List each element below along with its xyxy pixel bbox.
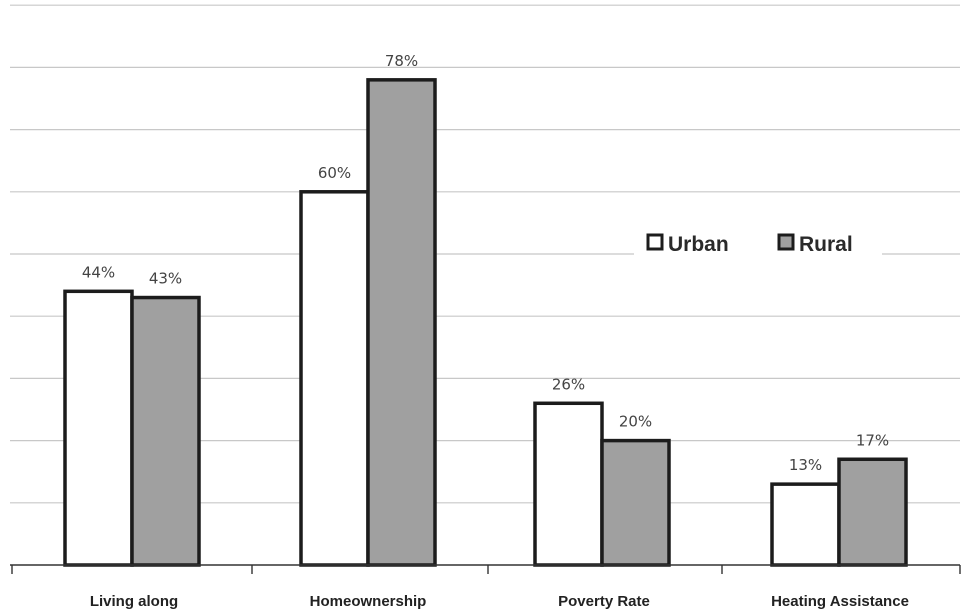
legend-label-rural: Rural — [799, 233, 853, 256]
bar-rural-living-along — [130, 295, 201, 567]
category-label: Living along — [90, 593, 178, 610]
data-label-urban-homeownership: 60% — [318, 164, 351, 182]
data-label-rural-heating-assistance: 17% — [856, 431, 889, 449]
x-axis: Living along Homeownership Poverty Rate Hea… — [10, 564, 961, 610]
data-label-rural-poverty-rate: 20% — [619, 413, 652, 431]
bar-rural-homeownership — [366, 78, 437, 567]
category-label: Heating Assistance — [771, 593, 909, 610]
category-label: Poverty Rate — [558, 593, 650, 610]
bar-urban-heating-assistance — [770, 482, 841, 567]
bar-urban-living-along — [63, 289, 134, 567]
data-label-urban-heating-assistance: 13% — [789, 456, 822, 474]
legend-label-urban: Urban — [668, 233, 729, 256]
bar-rural-heating-assistance — [837, 457, 908, 567]
bar-urban-poverty-rate — [533, 401, 604, 567]
legend: Urban Rural — [634, 226, 882, 262]
data-labels: 44% 43% 60% 78% 26% 20% 13% 17% — [82, 52, 889, 474]
data-label-urban-poverty-rate: 26% — [552, 375, 585, 393]
legend-swatch-rural — [777, 233, 795, 251]
data-label-rural-living-along: 43% — [149, 270, 182, 288]
bar-urban-homeownership — [299, 190, 370, 567]
category-label: Homeownership — [310, 593, 427, 610]
bars — [63, 78, 908, 567]
data-label-urban-living-along: 44% — [82, 263, 115, 281]
legend-background — [634, 226, 882, 262]
legend-swatch-urban — [646, 233, 664, 251]
bar-rural-poverty-rate — [600, 438, 671, 567]
data-label-rural-homeownership: 78% — [385, 52, 418, 70]
